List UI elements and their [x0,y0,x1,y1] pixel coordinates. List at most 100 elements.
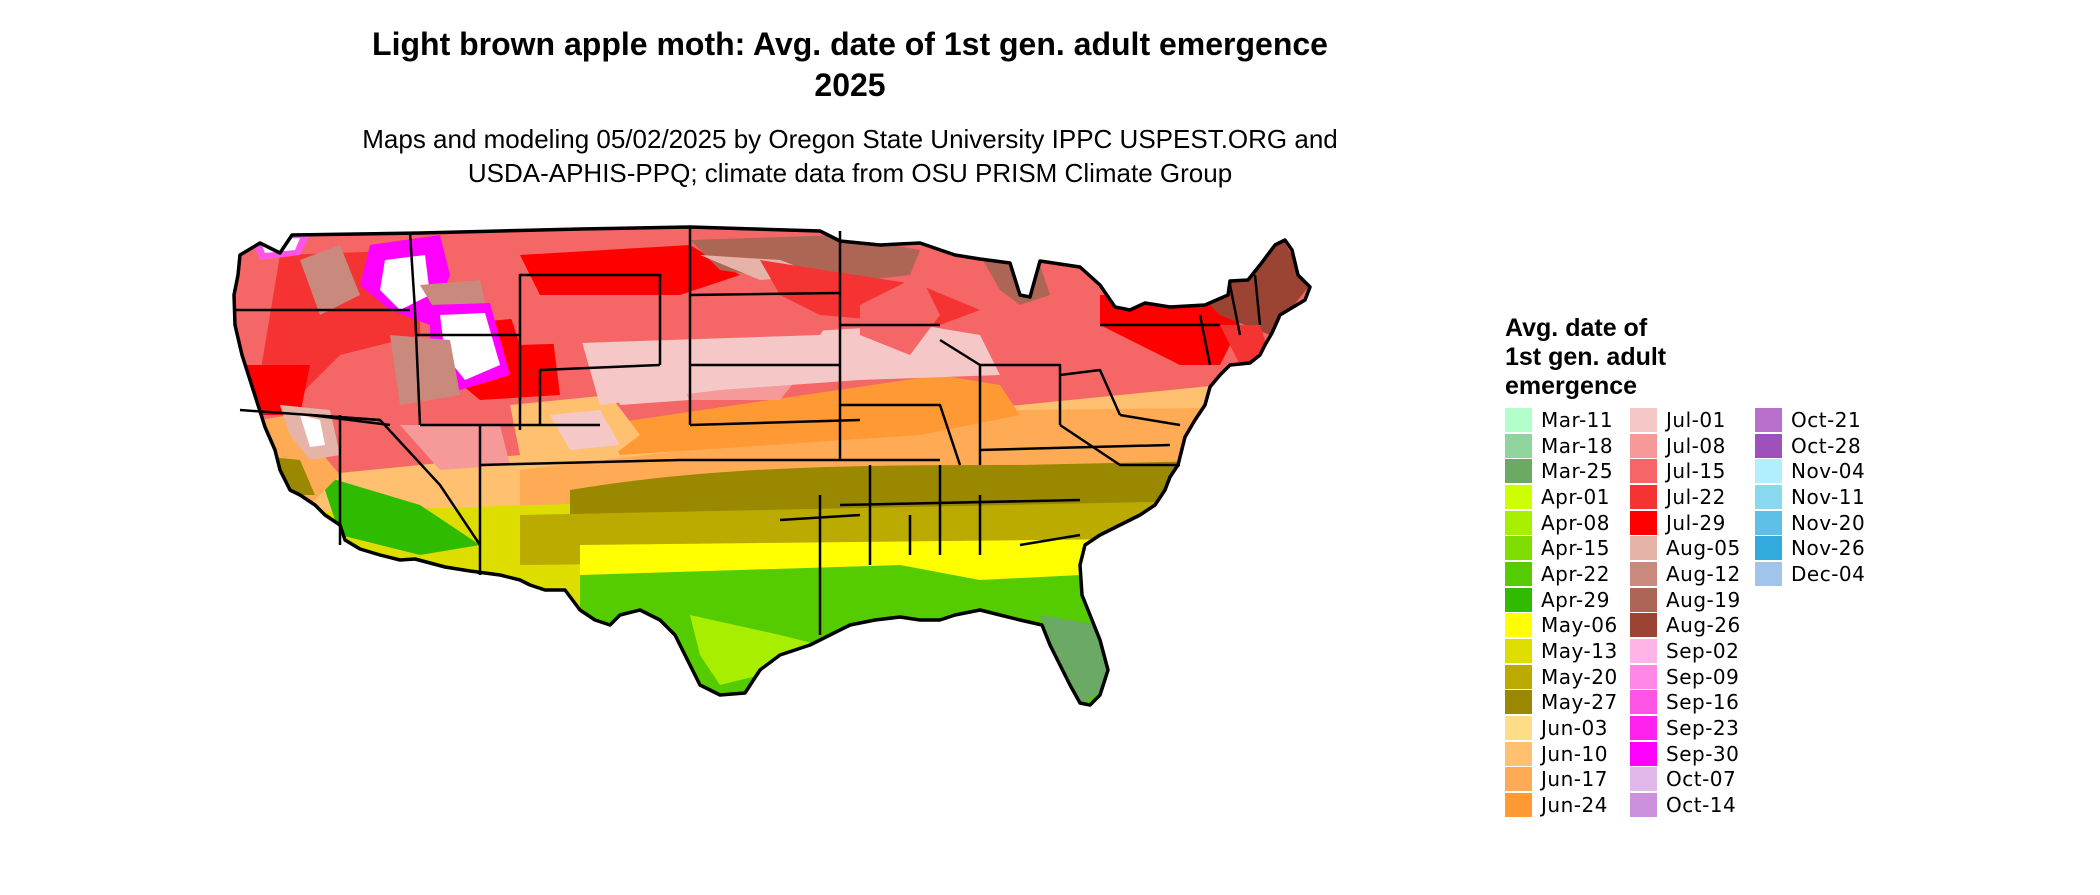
legend-label: Jul-01 [1666,407,1726,432]
legend-item: Nov-20 [1755,510,1865,536]
legend-swatch [1755,561,1782,586]
legend-label: Mar-25 [1541,459,1614,484]
legend-item: Aug-26 [1630,613,1741,639]
legend-swatch [1630,510,1657,535]
legend-label: Jul-22 [1666,484,1726,509]
legend-label: Nov-11 [1791,484,1866,509]
legend-swatch [1755,407,1782,432]
legend-label: Apr-15 [1541,536,1610,561]
legend-item: Apr-01 [1505,484,1618,510]
legend-swatch [1505,716,1532,741]
legend-swatch [1755,510,1782,535]
legend-swatch [1505,793,1532,818]
map-subtitle-line-1: Maps and modeling 05/02/2025 by Oregon S… [362,124,1338,154]
map-subtitle-line-2: USDA-APHIS-PPQ; climate data from OSU PR… [467,158,1233,188]
legend-item: Apr-08 [1505,510,1618,536]
legend-item: Oct-28 [1755,433,1865,459]
legend-item: Mar-25 [1505,458,1618,484]
legend-item: Nov-26 [1755,535,1865,561]
legend-label: May-13 [1541,639,1618,664]
legend-swatch [1630,613,1657,638]
legend-item: Sep-30 [1630,741,1741,767]
legend-label: Aug-26 [1666,613,1741,638]
legend-swatch [1630,664,1657,689]
legend-label: Sep-02 [1666,639,1740,664]
legend-label: Nov-26 [1791,536,1866,561]
legend-label: Mar-11 [1541,407,1614,432]
legend-label: Nov-04 [1791,459,1866,484]
map-legend: Avg. date of 1st gen. adult emergence Ma… [1505,314,1925,887]
legend-label: Mar-18 [1541,433,1614,458]
legend-item: Sep-02 [1630,638,1741,664]
map-title-line-1: Light brown apple moth: Avg. date of 1st… [372,26,1328,62]
legend-label: Jul-08 [1666,433,1726,458]
legend-swatch [1630,639,1657,664]
legend-swatch [1630,741,1657,766]
legend-item: Aug-05 [1630,535,1741,561]
legend-swatch [1505,433,1532,458]
legend-item: May-20 [1505,664,1618,690]
legend-item: May-27 [1505,690,1618,716]
legend-swatch [1630,407,1657,432]
legend-swatch [1755,433,1782,458]
legend-swatch [1505,561,1532,586]
legend-item: Nov-04 [1755,458,1865,484]
legend-swatch [1630,690,1657,715]
legend-swatch [1630,459,1657,484]
legend-item: Sep-23 [1630,715,1741,741]
legend-item: Jul-29 [1630,510,1741,536]
legend-label: Jun-10 [1541,741,1608,766]
legend-swatch [1505,510,1532,535]
legend-item: Jul-08 [1630,433,1741,459]
map-title: Light brown apple moth: Avg. date of 1st… [220,24,1480,106]
legend-item: Apr-22 [1505,561,1618,587]
legend-column: Jul-01 Jul-08 Jul-15 Jul-22 Jul-29 Aug-05 Aug-… [1630,407,1741,818]
legend-label: Dec-04 [1791,561,1866,586]
legend-columns: Mar-11 Mar-18 Mar-25 Apr-01 Apr-08 Apr-15 Apr-… [1505,407,1925,887]
legend-swatch [1505,741,1532,766]
legend-item: Mar-11 [1505,407,1618,433]
legend-swatch [1630,536,1657,561]
legend-label: Apr-01 [1541,484,1610,509]
legend-item: Apr-29 [1505,587,1618,613]
legend-label: May-20 [1541,664,1618,689]
legend-label: Aug-19 [1666,587,1741,612]
legend-item: Oct-14 [1630,792,1741,818]
legend-label: Apr-22 [1541,561,1610,586]
legend-item: May-06 [1505,613,1618,639]
legend-item: Jun-10 [1505,741,1618,767]
legend-item: Jun-24 [1505,792,1618,818]
legend-label: Oct-07 [1666,767,1737,792]
legend-swatch [1505,767,1532,792]
legend-column: Mar-11 Mar-18 Mar-25 Apr-01 Apr-08 Apr-15 Apr-… [1505,407,1618,818]
legend-item: Mar-18 [1505,433,1618,459]
legend-item: Jul-01 [1630,407,1741,433]
legend-label: Jun-17 [1541,767,1608,792]
legend-swatch [1630,716,1657,741]
legend-label: Aug-12 [1666,561,1741,586]
legend-label: Oct-28 [1791,433,1862,458]
legend-item: Sep-09 [1630,664,1741,690]
legend-label: Apr-29 [1541,587,1610,612]
map-title-line-2: 2025 [814,67,886,103]
legend-label: Oct-14 [1666,793,1737,818]
legend-swatch [1630,793,1657,818]
legend-item: Sep-16 [1630,690,1741,716]
legend-label: Sep-09 [1666,664,1740,689]
legend-label: Jun-03 [1541,716,1608,741]
legend-item: Oct-21 [1755,407,1865,433]
legend-swatch [1505,536,1532,561]
legend-swatch [1505,587,1532,612]
legend-label: Oct-21 [1791,407,1862,432]
legend-column: Oct-21 Oct-28 Nov-04 Nov-11 Nov-20 Nov-26 Dec-… [1755,407,1865,587]
legend-label: Jul-15 [1666,459,1726,484]
legend-title: Avg. date of 1st gen. adult emergence [1505,314,1667,400]
legend-swatch [1630,561,1657,586]
legend-item: Apr-15 [1505,535,1618,561]
legend-label: Jul-29 [1666,510,1726,535]
legend-item: Jun-17 [1505,767,1618,793]
us-emergence-map [232,225,1312,707]
legend-label: May-27 [1541,690,1618,715]
legend-item: Nov-11 [1755,484,1865,510]
legend-label: May-06 [1541,613,1618,638]
